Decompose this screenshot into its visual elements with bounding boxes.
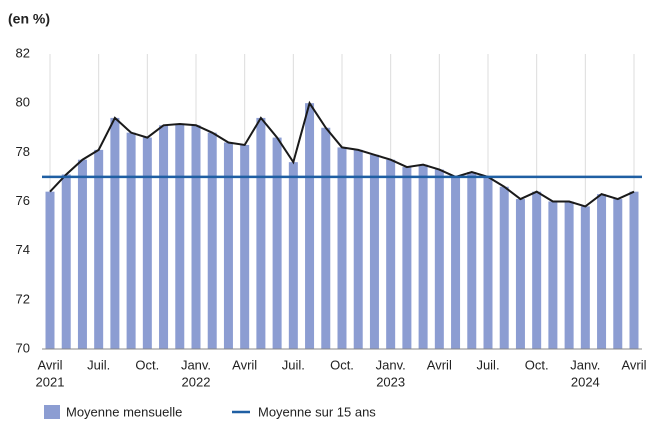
bar: [110, 117, 120, 350]
bar: [629, 191, 639, 349]
bar: [61, 174, 71, 349]
bar: [353, 149, 363, 349]
x-tick-label: Janv.: [181, 357, 211, 372]
y-tick-label: 80: [16, 95, 30, 110]
bar: [515, 199, 525, 349]
bar: [223, 142, 233, 349]
x-year-label: 2023: [376, 374, 405, 389]
x-year-label: 2022: [182, 374, 211, 389]
bar: [467, 172, 477, 349]
bar: [272, 137, 282, 349]
x-tick-label: Juil.: [87, 357, 110, 372]
bar: [191, 125, 201, 350]
x-tick-label: Avril: [427, 357, 452, 372]
x-tick-label: Juil.: [282, 357, 305, 372]
x-tick-label: Oct.: [525, 357, 549, 372]
y-tick-label: 76: [16, 193, 30, 208]
x-year-label: 2024: [571, 374, 600, 389]
x-tick-label: Avril: [232, 357, 257, 372]
bar: [256, 117, 266, 350]
x-tick-label: Avril: [37, 357, 62, 372]
x-year-label: 2021: [36, 374, 65, 389]
bar: [434, 169, 444, 349]
bar: [159, 125, 169, 350]
bar: [613, 199, 623, 349]
bar: [386, 159, 396, 349]
bar: [94, 149, 104, 349]
bar: [321, 127, 331, 349]
legend-label: Moyenne sur 15 ans: [258, 404, 376, 419]
bar: [369, 154, 379, 349]
x-tick-label: Avril: [621, 357, 646, 372]
bar: [564, 201, 574, 349]
y-tick-label: 70: [16, 340, 30, 355]
bar: [580, 206, 590, 349]
x-tick-label: Janv.: [376, 357, 406, 372]
bar: [175, 124, 185, 349]
x-tick-label: Juil.: [476, 357, 499, 372]
bar: [402, 167, 412, 349]
legend-swatch: [44, 405, 60, 419]
bar: [597, 194, 607, 349]
bar: [126, 132, 136, 349]
bar: [305, 103, 315, 350]
x-tick-label: Janv.: [570, 357, 600, 372]
bar: [142, 137, 152, 349]
bar: [77, 159, 87, 349]
bar: [548, 201, 558, 349]
y-axis-label: (en %): [8, 11, 50, 27]
bar: [288, 162, 298, 349]
bar: [418, 164, 428, 349]
legend-label: Moyenne mensuelle: [66, 404, 182, 419]
x-tick-label: Oct.: [330, 357, 354, 372]
bar: [483, 176, 493, 349]
y-tick-label: 82: [16, 45, 30, 60]
bar: [45, 191, 55, 349]
bar: [240, 144, 250, 349]
line: [49, 100, 635, 208]
bar: [499, 186, 509, 349]
y-tick-label: 72: [16, 291, 30, 306]
bar: [207, 132, 217, 349]
y-tick-label: 78: [16, 144, 30, 159]
bar: [337, 147, 347, 349]
bar: [451, 176, 461, 349]
bar: [532, 191, 542, 349]
x-tick-label: Oct.: [135, 357, 159, 372]
y-tick-label: 74: [16, 242, 30, 257]
